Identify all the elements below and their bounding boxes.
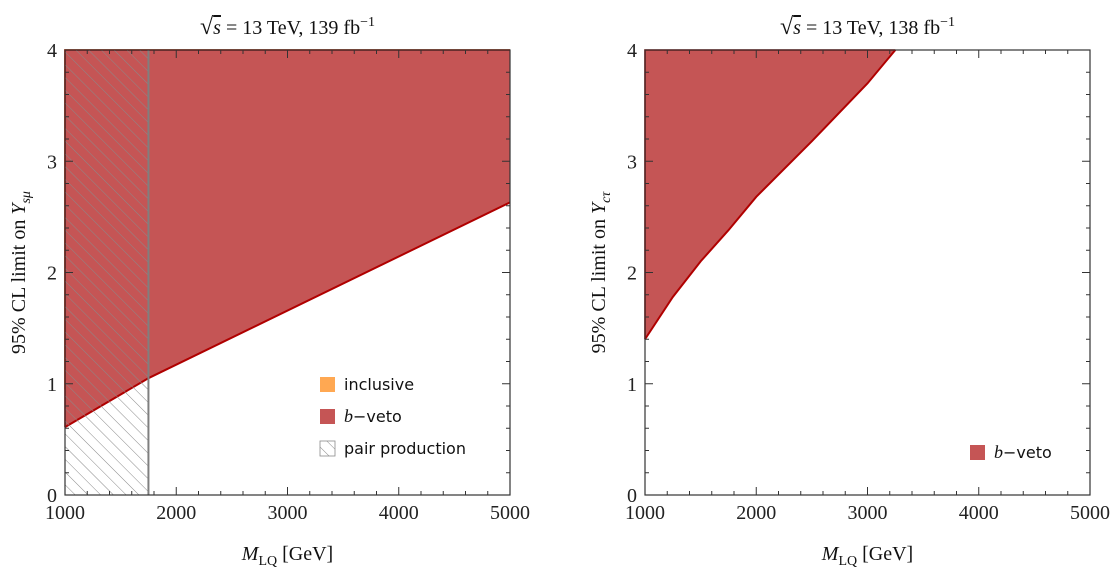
y-tick-label: 0 <box>627 485 637 507</box>
sqrt-symbol: √ <box>780 14 794 40</box>
y-tick-label: 3 <box>47 151 57 173</box>
legend-label: b−veto <box>344 406 402 426</box>
x-tick-label: 3000 <box>848 502 888 524</box>
title-s: s <box>213 17 221 39</box>
y-tick-label: 3 <box>627 151 637 173</box>
x-axis-label: MLQ [GeV] <box>241 543 333 569</box>
y-tick-label: 4 <box>627 40 637 62</box>
x-tick-label: 4000 <box>959 502 999 524</box>
pair-production-hatch <box>65 50 148 495</box>
x-tick-label: 4000 <box>379 502 419 524</box>
y-tick-label: 2 <box>47 263 57 285</box>
x-tick-label: 2000 <box>736 502 776 524</box>
y-tick-label: 4 <box>47 40 57 62</box>
y-axis-label: 95% CL limit on Ysμ <box>8 191 34 354</box>
title-superscript: −1 <box>360 15 375 30</box>
legend-swatch-bveto <box>970 445 985 460</box>
y-tick-label: 2 <box>627 263 637 285</box>
x-tick-label: 5000 <box>1070 502 1110 524</box>
title-superscript: −1 <box>940 15 955 30</box>
legend-swatch-inclusive <box>320 377 335 392</box>
x-tick-label: 3000 <box>268 502 308 524</box>
legend-label: inclusive <box>344 375 414 394</box>
x-tick-label: 2000 <box>156 502 196 524</box>
legend-label: pair production <box>344 439 466 458</box>
title-text: = 13 TeV, 139 fb <box>221 17 360 39</box>
legend-swatch-pairproduction <box>320 441 335 456</box>
y-tick-label: 1 <box>47 374 57 396</box>
title-s: s <box>793 17 801 39</box>
chart-title: √s = 13 TeV, 138 fb−1 <box>780 14 955 40</box>
x-axis-label: MLQ [GeV] <box>821 543 913 569</box>
legend: inclusive b−veto pair production <box>320 375 466 458</box>
legend-swatch-bveto <box>320 409 335 424</box>
y-axis-label: 95% CL limit on Ycτ <box>588 191 614 354</box>
x-tick-label: 5000 <box>490 502 530 524</box>
legend: b−veto <box>970 442 1052 462</box>
legend-label: b−veto <box>994 442 1052 462</box>
chart-title: √s = 13 TeV, 139 fb−1 <box>200 14 375 40</box>
sqrt-symbol: √ <box>200 14 214 40</box>
y-tick-label: 0 <box>47 485 57 507</box>
y-tick-label: 1 <box>627 374 637 396</box>
title-text: = 13 TeV, 138 fb <box>801 17 940 39</box>
